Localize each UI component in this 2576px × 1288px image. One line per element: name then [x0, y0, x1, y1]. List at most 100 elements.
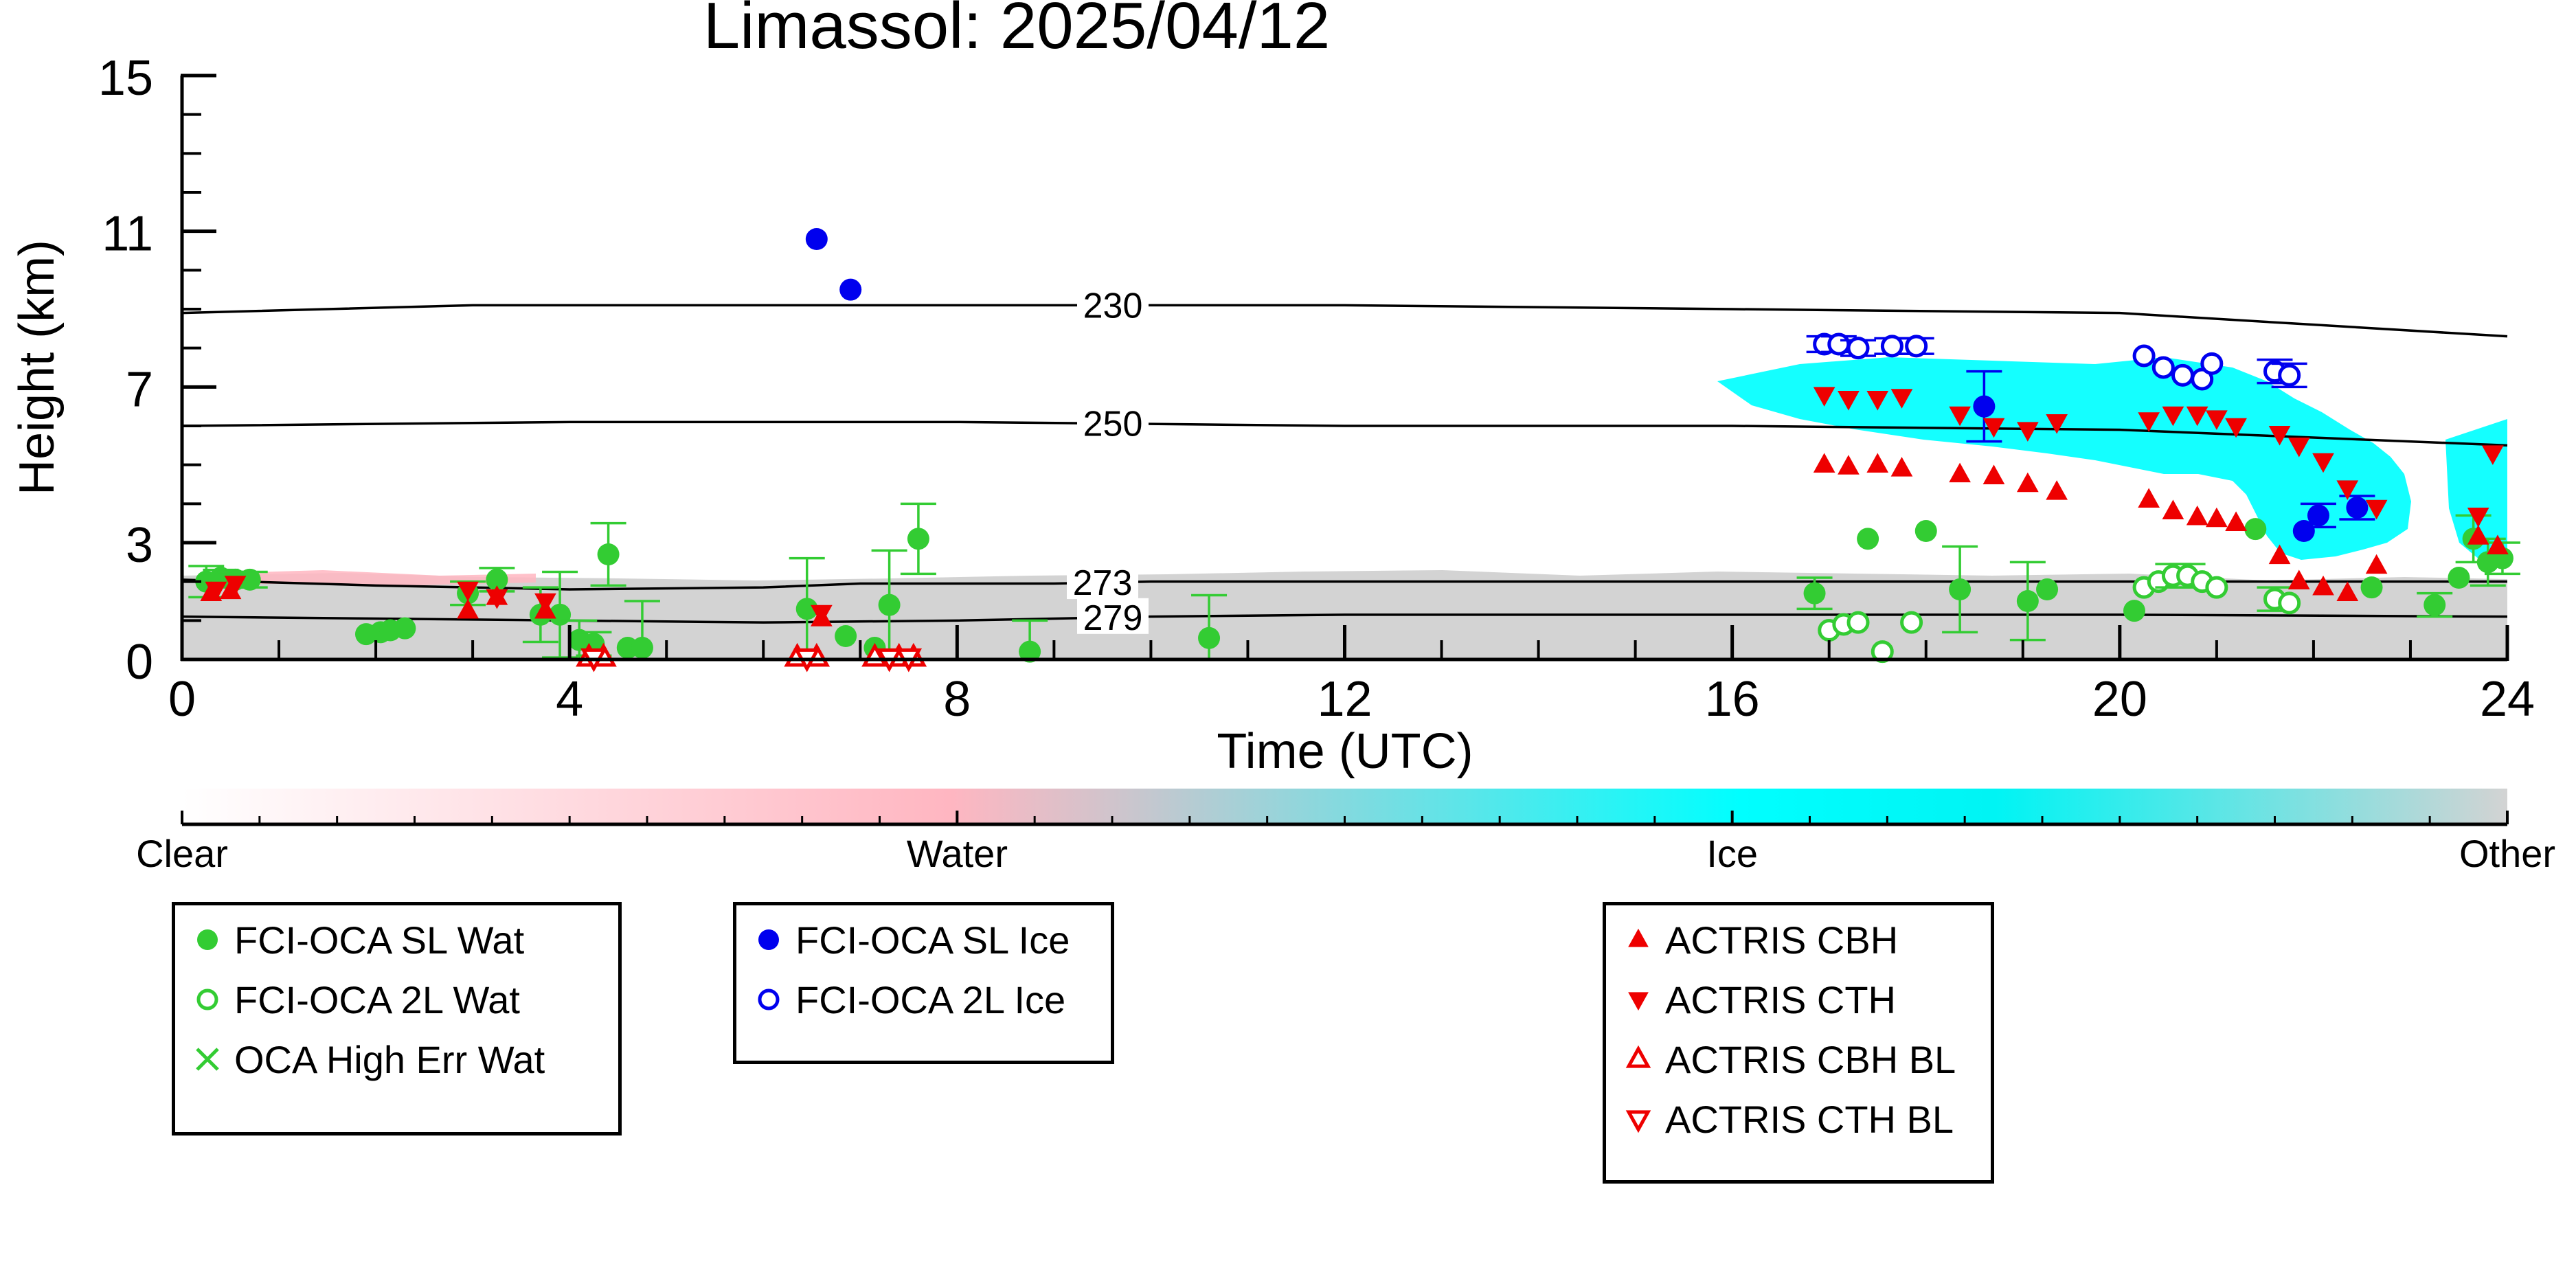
fci-oca-2l-wat-point: [2205, 576, 2228, 599]
fci-oca-sl-wat-point: [2448, 567, 2470, 589]
fci-oca-sl-ice-point: [805, 228, 828, 250]
fci-oca-sl-wat-point: [1803, 582, 1826, 605]
fci-oca-sl-wat-point: [2123, 600, 2145, 622]
legend-label: FCI-OCA SL Ice: [795, 918, 1070, 962]
actris-cbh-point: [1813, 453, 1835, 473]
fci-oca-sl-wat-point: [1857, 528, 1879, 550]
fci-oca-sl-ice-point: [839, 278, 862, 301]
fci-oca-sl-ice-point: [2346, 497, 2369, 519]
actris-cth-point: [1838, 391, 1860, 411]
legend-item-fci-oca-sl-wat: FCI-OCA SL Wat: [190, 918, 525, 962]
legend-label: OCA High Err Wat: [234, 1037, 545, 1081]
legend-marker: [197, 929, 218, 950]
legend-marker: [196, 1048, 219, 1071]
actris-cth-point: [2481, 445, 2504, 465]
contour-279: [181, 613, 2508, 624]
x-tick-label: 24: [2480, 672, 2535, 727]
actris-cth-point: [811, 605, 833, 625]
colorbar-label-clear: Clear: [136, 832, 228, 875]
fci-oca-2l-wat-point: [1846, 611, 1870, 634]
fci-oca-sl-wat-point: [1914, 520, 1937, 542]
fci-oca-2l-wat-point: [1900, 611, 1923, 634]
legend-ice: FCI-OCA SL Ice FCI-OCA 2L Ice: [733, 902, 1114, 1064]
fci-oca-2l-ice-point: [1846, 337, 1870, 360]
x-tick-label: 12: [1317, 672, 1372, 727]
legend-marker: [1628, 928, 1649, 947]
actris-cth-point: [1982, 418, 2005, 438]
legend-marker: [1628, 992, 1649, 1011]
fci-oca-sl-wat-point: [238, 568, 261, 591]
fci-oca-sl-wat-point: [2016, 590, 2039, 612]
actris-cth-point: [2162, 406, 2184, 427]
actris-cth-point: [224, 576, 247, 596]
colorbar: Clear Water Ice Other: [136, 789, 2555, 875]
legend-marker: [196, 988, 218, 1010]
legend-label: FCI-OCA 2L Ice: [795, 978, 1066, 1021]
fci-oca-sl-ice-point: [1973, 395, 1996, 418]
fci-oca-2l-ice-point: [1880, 335, 1903, 358]
legend-marker-icon: [1625, 1045, 1651, 1068]
actris-cth-point: [1813, 387, 1835, 407]
fci-oca-sl-ice-point: [2292, 520, 2315, 542]
fci-oca-sl-wat-point: [1198, 626, 1221, 649]
fci-oca-sl-wat-point: [835, 625, 857, 647]
actris-cth-point: [2225, 418, 2247, 438]
fci-oca-sl-wat-point: [597, 543, 620, 565]
ice-cloud-main: [1717, 357, 2411, 560]
actris-cbh-point: [2365, 554, 2388, 574]
actris-cth-point: [2046, 414, 2068, 434]
actris-cth-point: [486, 589, 508, 609]
actris-cbh-point: [2046, 480, 2068, 500]
actris-cbh-point: [457, 598, 479, 619]
legend-marker: [758, 988, 780, 1010]
contour-label-bg: [1077, 404, 1149, 440]
fci-oca-sl-wat-point: [394, 617, 416, 640]
y-tick-label: 0: [126, 635, 153, 690]
legend-marker-icon: [1628, 928, 1649, 947]
legend-marker-icon: [758, 988, 780, 1010]
legend-marker: [1625, 1110, 1651, 1133]
fci-oca-2l-ice-point: [2278, 363, 2301, 387]
actris-cbh-point: [1890, 457, 1913, 477]
fci-oca-sl-wat-point: [878, 594, 901, 616]
legend-marker-icon: [1625, 1110, 1651, 1133]
actris-cth-point: [2312, 453, 2334, 473]
fci-oca-sl-wat-point: [2424, 594, 2446, 616]
actris-cbh-point: [2225, 511, 2247, 531]
legend-item-oca-high-err-wat: OCA High Err Wat: [190, 1037, 545, 1081]
y-tick-label: 11: [102, 207, 153, 262]
actris-cth-point: [2138, 412, 2160, 432]
contour-label-bg: [1077, 286, 1149, 322]
contour-label-bg: [1067, 563, 1138, 600]
x-tick-label: 16: [1705, 672, 1760, 727]
actris-cth-point: [2287, 438, 2310, 457]
legend-actris: ACTRIS CBH ACTRIS CTH ACTRIS CBH BL ACTRIS …: [1603, 902, 1994, 1184]
fci-oca-2l-wat-point: [1871, 640, 1894, 664]
fci-oca-sl-ice-point: [2307, 504, 2329, 527]
legend-label: FCI-OCA 2L Wat: [234, 978, 520, 1021]
fci-oca-2l-ice-point: [2200, 352, 2224, 375]
legend-label: FCI-OCA SL Wat: [234, 918, 525, 962]
contour-label: 279: [1083, 598, 1143, 638]
contour-273: [181, 578, 2507, 591]
y-tick-label: 15: [98, 51, 153, 106]
legend-marker-icon: [196, 988, 218, 1010]
legend-marker-icon: [196, 1048, 219, 1071]
actris-cbh-point: [2312, 575, 2334, 596]
contour-label-bg: [1077, 598, 1149, 634]
actris-cth-point: [2268, 426, 2291, 446]
legend-item-fci-oca-sl-ice: FCI-OCA SL Ice: [752, 918, 1070, 962]
actris-cbh-point: [2138, 488, 2160, 508]
colorbar-label-other: Other: [2459, 832, 2555, 875]
legend-item-fci-oca-2l-ice: FCI-OCA 2L Ice: [752, 978, 1066, 1021]
legend-marker-icon: [1628, 992, 1649, 1011]
actris-cth-point: [1890, 389, 1913, 409]
actris-cbh-point: [2206, 507, 2228, 528]
actris-cbh-point: [2487, 534, 2509, 554]
fci-oca-sl-wat-point: [2360, 576, 2383, 599]
fci-oca-sl-wat-point: [907, 528, 929, 550]
contour-label: 273: [1073, 563, 1133, 603]
legend-label: ACTRIS CTH: [1665, 978, 1896, 1021]
